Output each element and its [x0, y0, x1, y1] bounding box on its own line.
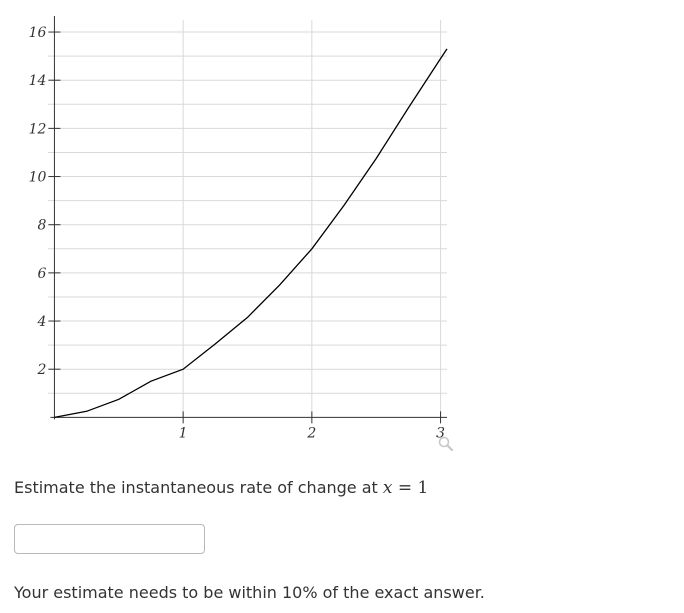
x-tick-label: 3: [436, 425, 445, 441]
y-tick-label: 16: [29, 25, 47, 41]
math-value: 1: [417, 478, 429, 498]
question-text: Estimate the instantaneous rate of chang…: [14, 478, 378, 497]
math-equals: =: [397, 478, 413, 498]
x-tick-label: 2: [306, 425, 316, 441]
y-tick-label: 6: [38, 266, 47, 282]
question-prompt: Estimate the instantaneous rate of chang…: [14, 478, 428, 498]
function-curve: [54, 48, 448, 419]
y-tick-label: 12: [29, 121, 47, 137]
grid: [48, 20, 447, 418]
math-variable: x: [382, 478, 393, 498]
magnifier-icon[interactable]: [438, 436, 454, 452]
y-tick-label: 2: [37, 362, 47, 378]
math-expression: x = 1: [383, 478, 428, 498]
y-tick-label: 4: [37, 314, 47, 330]
x-tick-label: 1: [179, 425, 188, 441]
y-tick-label: 14: [29, 73, 47, 89]
y-tick-label: 8: [38, 218, 47, 234]
y-tick-label: 10: [29, 170, 47, 186]
axes: [48, 16, 447, 424]
curve-layer: [54, 48, 448, 419]
answer-input[interactable]: [14, 524, 205, 554]
tolerance-note: Your estimate needs to be within 10% of …: [14, 583, 485, 602]
